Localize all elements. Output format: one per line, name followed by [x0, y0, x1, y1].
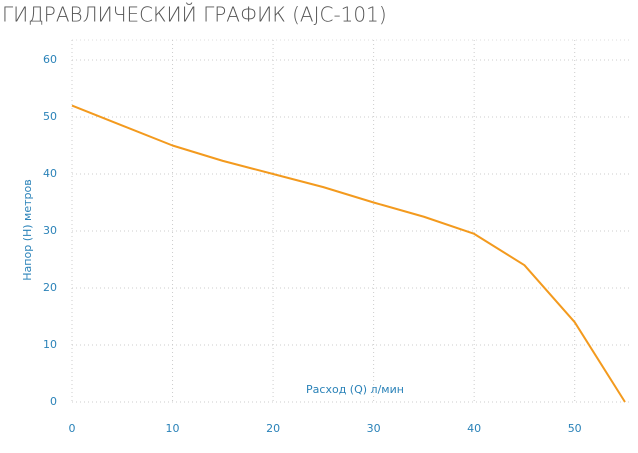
x-tick-label: 20	[266, 422, 280, 435]
y-tick-label: 0	[50, 395, 57, 408]
x-tick-label: 40	[467, 422, 481, 435]
y-tick-label: 30	[43, 224, 57, 237]
y-tick-label: 40	[43, 167, 57, 180]
y-tick-label: 10	[43, 338, 57, 351]
y-tick-label: 60	[43, 53, 57, 66]
x-axis-label: Расход (Q) л/мин	[306, 383, 404, 396]
x-tick-label: 10	[166, 422, 180, 435]
y-axis-label: Напор (H) метров	[21, 179, 34, 280]
line-series	[71, 104, 626, 403]
y-tick-label: 20	[43, 281, 57, 294]
y-tick-label: 50	[43, 110, 57, 123]
x-tick-label: 30	[367, 422, 381, 435]
x-tick-label: 50	[568, 422, 582, 435]
x-tick-label: 0	[69, 422, 76, 435]
chart-title: ГИДРАВЛИЧЕСКИЙ ГРАФИК (AJC-101)	[2, 3, 387, 27]
